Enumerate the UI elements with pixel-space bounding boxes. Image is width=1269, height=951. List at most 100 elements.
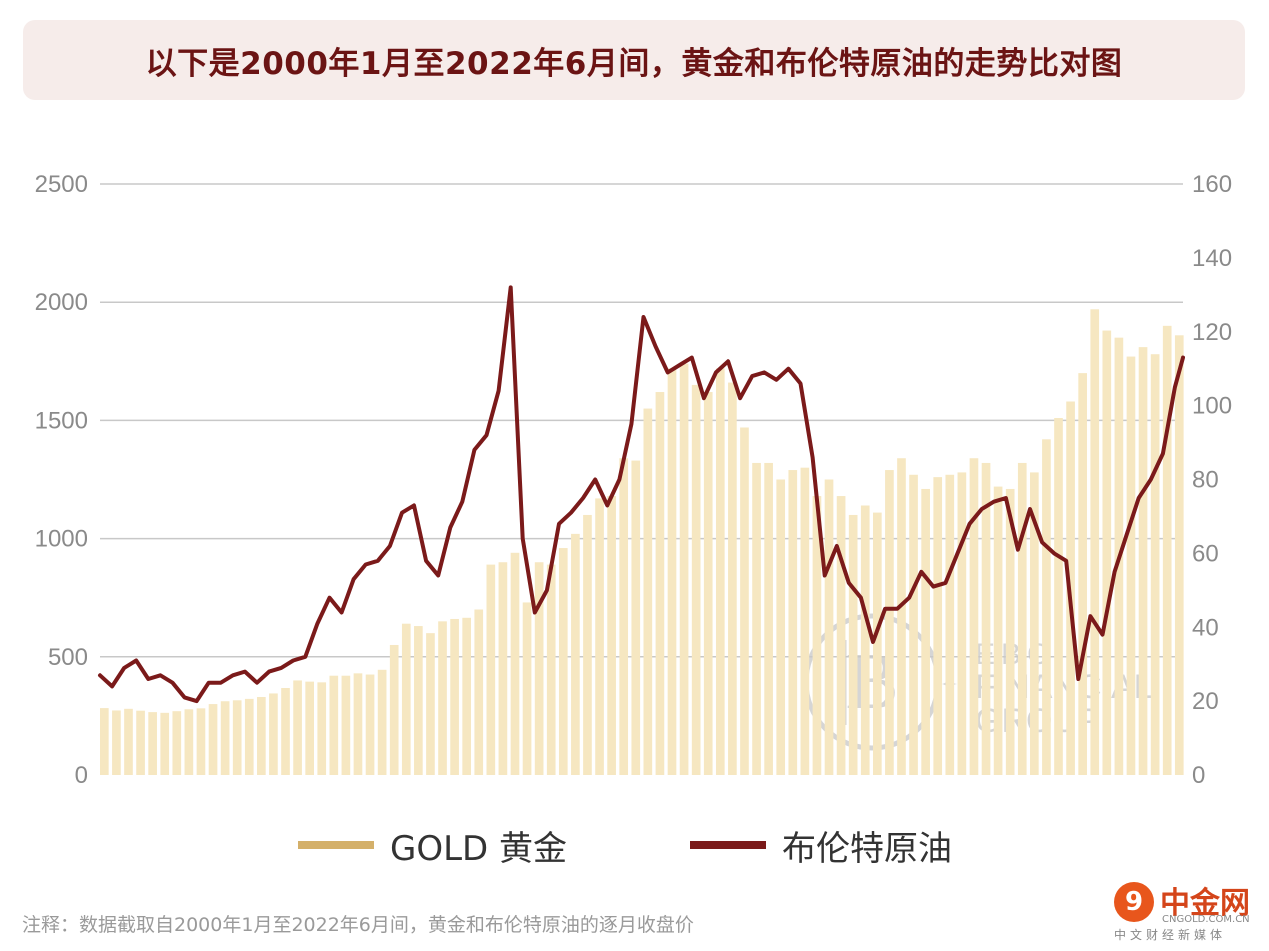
gold-bar (208, 704, 218, 775)
brent-oil-point (908, 597, 910, 599)
gold-bar (655, 392, 665, 775)
gold-bar (1054, 418, 1063, 775)
gold-bar (184, 709, 194, 775)
brent-oil-point (1138, 497, 1140, 499)
gold-bar (824, 479, 834, 775)
brent-oil-point (824, 575, 826, 577)
gold-bar (788, 470, 798, 775)
gold-bar (196, 708, 206, 775)
y-right-tick-label: 80 (1192, 467, 1219, 494)
brent-oil-point (292, 659, 294, 661)
brent-oil-point (111, 685, 113, 687)
gold-bar (220, 701, 230, 775)
chart-legend: GOLD 黄金 布伦特原油 (0, 818, 1269, 872)
gold-bar (619, 458, 629, 775)
gold-bar (764, 462, 773, 775)
brent-oil-point (485, 434, 487, 436)
brent-oil-point (232, 674, 234, 676)
brent-oil-point (1162, 453, 1164, 455)
brent-oil-point (739, 397, 741, 399)
gold-bar (365, 674, 375, 775)
y-right-tick-label: 40 (1192, 614, 1219, 641)
brent-oil-point (981, 508, 983, 510)
gold-bar (848, 514, 858, 775)
y-left-tick-label: 2500 (35, 171, 88, 198)
y-right-tick-label: 0 (1192, 762, 1205, 789)
gold-bar (715, 368, 725, 775)
brent-oil-point (558, 523, 560, 525)
gold-bar (812, 496, 822, 775)
brent-oil-point (1041, 541, 1043, 543)
brent-oil-point (1065, 560, 1067, 562)
legend-swatch-gold (298, 841, 374, 849)
brent-oil-point (703, 397, 705, 399)
gold-bar (1005, 488, 1015, 775)
brent-oil-point (594, 479, 596, 480)
gold-bar (667, 368, 677, 775)
gold-bar (100, 708, 109, 775)
gold-bar (631, 460, 641, 775)
gold-bar (1162, 325, 1172, 775)
brent-oil-point (449, 527, 451, 529)
gold-bar (329, 675, 339, 775)
brent-oil-point (208, 682, 210, 684)
brent-oil-point (123, 667, 125, 669)
brent-oil-point (268, 671, 270, 673)
brent-oil-point (510, 286, 512, 288)
brent-oil-point (884, 608, 886, 610)
brent-oil-point (679, 364, 681, 366)
gold-bar (377, 669, 387, 775)
gold-bar (462, 617, 472, 775)
brent-oil-point (256, 682, 258, 684)
gold-bar (426, 633, 435, 775)
brent-oil-point (570, 512, 572, 514)
gold-bar (800, 467, 810, 775)
chart-title: 以下是2000年1月至2022年6月间，黄金和布伦特原油的走势比对图 (145, 45, 1123, 82)
legend-swatch-oil (690, 841, 766, 849)
brent-oil-point (184, 696, 186, 698)
brent-oil-point (582, 497, 584, 499)
footnote: 注释：数据截取自2000年1月至2022年6月间，黄金和布伦特原油的逐月收盘价 (22, 914, 694, 936)
brent-oil-point (220, 682, 222, 684)
brent-oil-point (836, 545, 838, 547)
brent-oil-point (1174, 386, 1176, 388)
y-right-tick-label: 120 (1192, 319, 1232, 346)
gold-bar (571, 533, 580, 775)
gold-bar (317, 682, 327, 775)
gold-bar (583, 514, 592, 775)
brent-oil-point (691, 357, 693, 359)
gold-bar (752, 462, 761, 775)
gold-bar (885, 470, 894, 775)
gold-bar (244, 698, 254, 775)
brent-oil-point (655, 346, 657, 348)
y-left-tick-label: 1000 (35, 526, 88, 553)
gold-bar (450, 618, 459, 775)
gold-bar (703, 392, 713, 775)
brent-oil-point (244, 671, 246, 673)
brent-oil-point (800, 382, 802, 384)
gold-bar (872, 512, 882, 775)
y-right-tick-label: 140 (1192, 245, 1232, 272)
gold-bar (933, 477, 943, 775)
brent-oil-point (1126, 534, 1128, 536)
brent-oil-point (159, 674, 161, 676)
gold-bar (909, 474, 918, 775)
gold-bar (498, 562, 508, 775)
gold-bar (389, 644, 399, 775)
gold-bar (148, 712, 157, 775)
gold-bar (438, 621, 447, 775)
y-right-tick-label: 20 (1192, 688, 1219, 715)
brent-oil-point (872, 641, 874, 643)
gold-bar (546, 564, 556, 775)
brent-oil-point (932, 586, 934, 588)
gold-bar (643, 408, 653, 775)
gold-bar (112, 710, 121, 775)
gold-bar (293, 680, 302, 775)
gold-bar (679, 363, 689, 775)
brent-oil-point (196, 700, 198, 702)
y-left-tick-label: 1500 (35, 407, 88, 434)
brent-oil-point (147, 678, 149, 680)
gold-bar (281, 688, 290, 775)
brent-oil-point (920, 571, 922, 573)
brent-oil-point (365, 563, 367, 565)
